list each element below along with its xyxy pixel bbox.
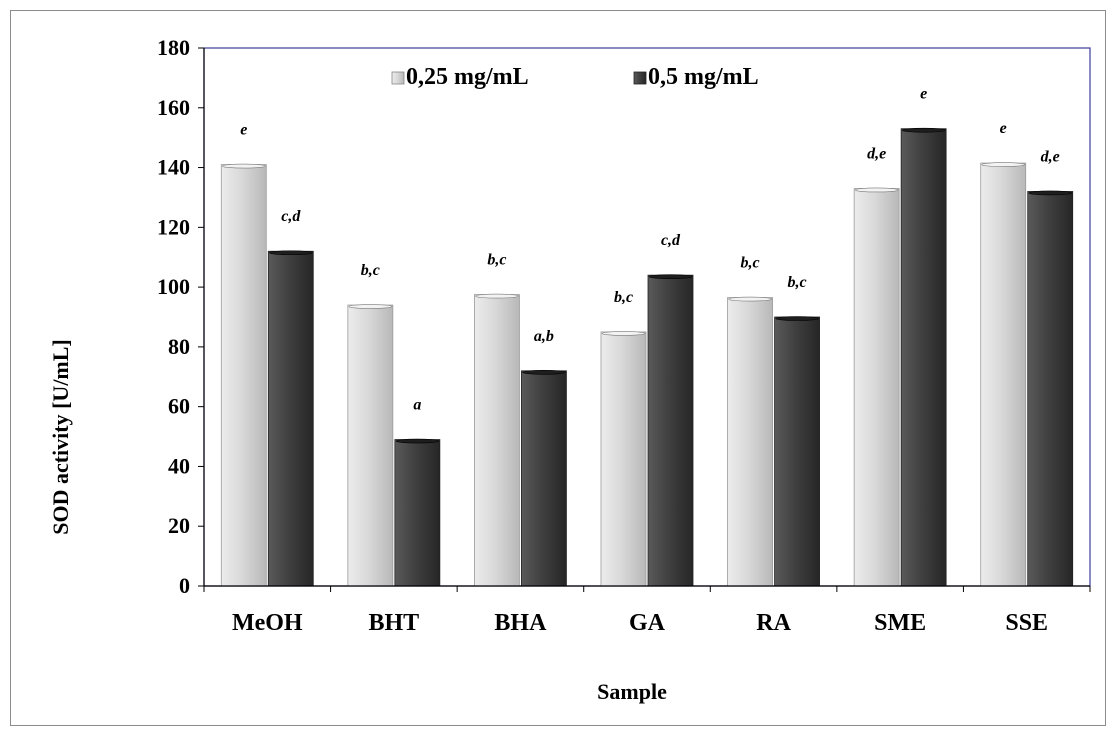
bar-cap-ga-series-1 [648,274,693,279]
x-category-label-meoh: MeOH [232,610,303,636]
bar-cap-bht-series-0 [348,304,393,309]
y-tick-label-40: 40 [168,453,190,478]
bar-bha-series-0 [474,294,520,587]
y-tick-label-160: 160 [157,95,190,120]
bar-cap-ga-series-0 [601,331,646,336]
y-tick-label-120: 120 [157,214,190,239]
legend-swatch-dark [633,71,647,85]
bar-sse-series-1 [1027,191,1074,587]
bar-ga-series-1 [647,274,694,587]
y-axis-title: SOD activity [U/mL] [48,339,73,535]
significance-label-sme-series-1: e [920,86,927,103]
x-category-label-sme: SME [874,610,926,636]
bar-cap-sme-series-1 [901,127,946,133]
bar-sse-series-0 [980,162,1027,587]
x-axis-title: Sample [597,679,667,704]
bar-ra-series-1 [774,316,820,587]
significance-label-ga-series-1: c,d [661,232,681,249]
bar-bht-series-1 [394,439,441,587]
legend: 0,25 mg/mL 0,5 mg/mL [391,64,759,90]
bar-ra-series-0 [727,297,773,587]
bar-cap-ra-series-0 [728,296,772,302]
significance-label-meoh-series-1: c,d [281,208,301,225]
bar-cap-sse-series-0 [981,162,1026,167]
y-tick-label-80: 80 [168,334,190,359]
bar-bht-series-0 [347,304,394,587]
bar-sme-series-0 [853,188,900,587]
significance-label-bht-series-1: a [413,397,421,414]
significance-label-bha-series-0: b,c [487,252,506,269]
y-tick-label-60: 60 [168,394,190,419]
plot-area [203,47,1091,587]
bar-cap-ra-series-1 [775,316,819,321]
legend-swatch-light [391,71,405,85]
y-tick-label-140: 140 [157,155,190,180]
axes: 0 20 40 60 80 100 120 140 160 180 MeOH BHT BHA GA RA SM… [157,35,1091,636]
legend-label-dark: 0,5 mg/mL [648,64,759,90]
x-category-label-ga: GA [629,610,666,636]
significance-label-sse-series-1: d,e [1041,148,1060,165]
bar-cap-meoh-series-1 [268,250,313,256]
bar-meoh-series-1 [267,250,314,587]
legend-label-light: 0,25 mg/mL [406,64,529,90]
significance-label-ga-series-0: b,c [614,289,633,306]
x-category-label-sse: SSE [1005,610,1048,636]
significance-labels: e c,d b,c a b,c a,b b,c c,d b,c b,c d,e e e d,e [240,86,1060,414]
bars-layer [220,127,1074,587]
bar-meoh-series-0 [220,164,267,587]
x-category-label-bha: BHA [494,610,547,636]
bar-bha-series-1 [521,370,567,587]
x-category-label-ra: RA [756,610,791,636]
significance-label-sse-series-0: e [1000,120,1007,137]
bar-cap-bha-series-1 [522,369,566,375]
bar-cap-bha-series-0 [475,293,519,299]
significance-label-sme-series-0: d,e [867,145,886,162]
bar-cap-sme-series-0 [854,187,899,193]
bar-sme-series-1 [900,128,947,587]
significance-label-bht-series-0: b,c [361,262,380,279]
y-tick-label-100: 100 [157,274,190,299]
bar-cap-bht-series-1 [395,438,440,444]
y-tick-label-0: 0 [179,573,190,598]
y-tick-label-180: 180 [157,35,190,60]
x-category-label-bht: BHT [369,610,420,636]
bar-cap-sse-series-1 [1028,190,1073,196]
significance-label-ra-series-0: b,c [741,255,760,272]
significance-label-ra-series-1: b,c [788,274,807,291]
bar-ga-series-0 [600,331,647,587]
significance-label-meoh-series-0: e [240,122,247,139]
significance-label-bha-series-1: a,b [534,328,554,345]
y-tick-label-20: 20 [168,513,190,538]
bar-cap-meoh-series-0 [221,163,266,169]
